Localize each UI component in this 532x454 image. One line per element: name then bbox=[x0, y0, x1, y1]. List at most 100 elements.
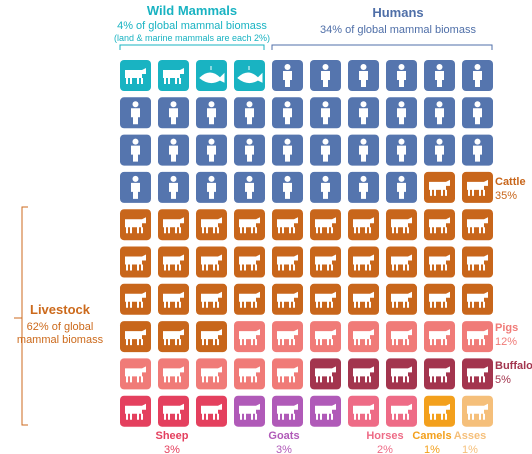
icon bbox=[125, 403, 146, 420]
icon bbox=[321, 145, 330, 162]
series-cells bbox=[348, 395, 417, 427]
icon bbox=[239, 291, 260, 308]
series-cells bbox=[120, 60, 265, 91]
icon bbox=[353, 366, 374, 383]
icon bbox=[391, 403, 412, 420]
icon bbox=[132, 175, 139, 182]
icon bbox=[315, 366, 336, 383]
icon bbox=[321, 71, 330, 87]
group-title: Humans bbox=[372, 5, 424, 20]
series-cells bbox=[120, 395, 227, 427]
series-cells bbox=[310, 358, 493, 390]
icon bbox=[353, 254, 374, 271]
series-cells bbox=[462, 395, 493, 427]
icon bbox=[353, 291, 374, 308]
series-label: Goats bbox=[268, 430, 300, 442]
icon bbox=[397, 182, 406, 199]
icon bbox=[467, 217, 488, 234]
icon bbox=[246, 138, 253, 145]
icon bbox=[360, 64, 367, 70]
icon bbox=[353, 329, 374, 346]
series-label: Pigs bbox=[495, 322, 519, 334]
icon bbox=[473, 71, 482, 87]
icon bbox=[398, 101, 405, 108]
icon bbox=[239, 254, 260, 271]
icon bbox=[429, 254, 450, 271]
icon bbox=[359, 71, 368, 87]
icon bbox=[467, 291, 488, 308]
icon bbox=[474, 101, 481, 108]
series-label: Cattle bbox=[495, 176, 526, 188]
icon bbox=[391, 366, 412, 383]
icon bbox=[246, 175, 253, 182]
icon bbox=[467, 179, 488, 196]
icon bbox=[239, 403, 260, 420]
icon bbox=[277, 291, 298, 308]
icon bbox=[201, 403, 222, 420]
icon bbox=[163, 329, 184, 346]
icon bbox=[322, 64, 329, 70]
group-title: Livestock bbox=[30, 302, 90, 317]
icon bbox=[322, 138, 329, 145]
icon bbox=[284, 175, 291, 182]
icon bbox=[436, 138, 443, 145]
icon bbox=[277, 366, 298, 383]
value-label: 35% bbox=[495, 190, 518, 202]
series-label: Asses bbox=[453, 430, 487, 442]
icon bbox=[163, 217, 184, 234]
icon bbox=[467, 254, 488, 271]
icon bbox=[435, 108, 444, 125]
icon bbox=[391, 254, 412, 271]
icon bbox=[391, 217, 412, 234]
series-cells bbox=[120, 60, 493, 203]
icon bbox=[163, 254, 184, 271]
group-subtitle: 62% of global mammal biomass bbox=[16, 321, 104, 346]
icon bbox=[245, 145, 254, 162]
icon bbox=[201, 329, 222, 346]
value-label: 3% bbox=[276, 444, 292, 454]
icon bbox=[169, 108, 178, 125]
icon bbox=[208, 101, 215, 108]
icon bbox=[125, 329, 146, 346]
icon bbox=[283, 108, 292, 125]
series-label: Horses bbox=[366, 430, 404, 442]
icon bbox=[207, 145, 216, 162]
series-label: Buffalo bbox=[495, 360, 532, 372]
series-cells bbox=[234, 395, 341, 427]
icon bbox=[239, 366, 260, 383]
icon bbox=[201, 217, 222, 234]
icon bbox=[467, 403, 488, 420]
icon bbox=[131, 182, 140, 199]
icon bbox=[208, 175, 215, 182]
icon bbox=[169, 145, 178, 162]
group-subtitle: 34% of global mammal biomass bbox=[320, 24, 476, 36]
icon bbox=[391, 329, 412, 346]
icon bbox=[132, 138, 139, 145]
icon bbox=[163, 403, 184, 420]
icon bbox=[277, 217, 298, 234]
icon bbox=[474, 138, 481, 145]
icon bbox=[283, 145, 292, 162]
series-cells bbox=[424, 395, 455, 427]
icon bbox=[315, 254, 336, 271]
icon bbox=[360, 138, 367, 145]
series-cells bbox=[120, 321, 493, 390]
icon bbox=[163, 366, 184, 383]
icon bbox=[284, 64, 291, 70]
group-note: (land & marine mammals are each 2%) bbox=[113, 33, 271, 43]
icon bbox=[436, 64, 443, 70]
icon bbox=[315, 329, 336, 346]
icon bbox=[245, 108, 254, 125]
icon bbox=[163, 291, 184, 308]
icon bbox=[170, 138, 177, 145]
icon bbox=[315, 403, 336, 420]
icon bbox=[170, 175, 177, 182]
icon bbox=[322, 101, 329, 108]
icon bbox=[125, 366, 146, 383]
icon bbox=[360, 101, 367, 108]
icon bbox=[360, 175, 367, 182]
bracket bbox=[271, 44, 493, 50]
icon bbox=[429, 179, 450, 196]
icon bbox=[246, 101, 253, 108]
